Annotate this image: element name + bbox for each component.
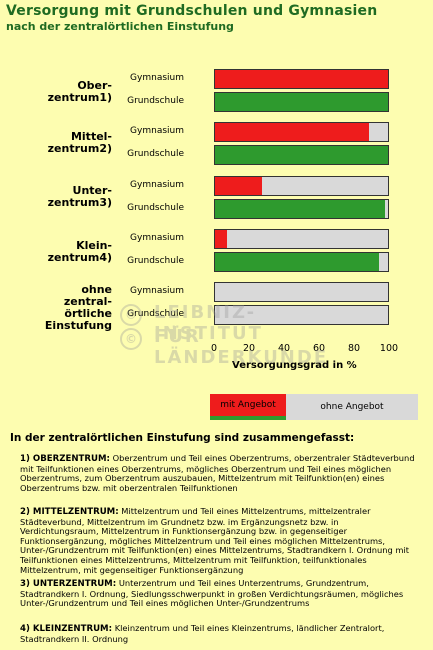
bar-grundschule [214,145,389,165]
bar-grundschule [214,305,389,325]
legend-item-ohne-angebot: ohne Angebot [286,394,418,420]
definition-unterzentrum: 3) UNTERZENTRUM: Unterzentrum und Teil e… [20,578,418,609]
definition-text: Kleinzentrum und Teil eines Kleinzentrum… [20,623,385,644]
chart-subtitle: nach der zentralörtlichen Einstufung [6,20,234,33]
bar-fill-mit-angebot [215,200,385,218]
bar-label-gymnasium: Gymnasium [130,286,184,296]
group-label-line: Unter- [72,184,112,197]
bar-label-grundschule: Grundschule [127,203,184,213]
x-tick-label: 40 [277,343,291,354]
group-label-line: zentrum [47,91,100,104]
group-label-kleinzentrum: Klein- zentrum4) [0,240,112,264]
group-label-mittelzentrum: Mittel- zentrum2) [0,131,112,155]
bar-fill-mit-angebot [215,93,388,111]
group-label-ohne-einstufung: ohne zentral- örtliche Einstufung [0,284,112,332]
definition-text: Mittelzentrum und Teil eines Mittelzentr… [20,506,410,575]
bar-fill-mit-angebot [215,253,380,271]
definition-text: Oberzentrum und Teil eines Oberzentrums,… [20,453,415,493]
bar-gymnasium [214,69,389,89]
bar-label-gymnasium: Gymnasium [130,73,184,83]
bar-gymnasium [214,176,389,196]
bar-label-grundschule: Grundschule [127,96,184,106]
legend-item-mit-angebot: mit Angebot [210,394,286,420]
group-label-line: zentrum [47,196,100,209]
footnote-ref: 3) [99,196,112,209]
definition-head: 2) MITTELZENTRUM: [20,507,119,517]
definition-head: 4) KLEINZENTRUM: [20,624,113,634]
bar-fill-mit-angebot [215,146,388,164]
bar-label-gymnasium: Gymnasium [130,126,184,136]
chart-title: Versorgung mit Grundschulen und Gymnasie… [6,3,378,19]
copyright-icon: © [120,328,142,350]
group-label-line: ohne [81,283,112,296]
bar-fill-mit-angebot [215,230,228,248]
bar-grundschule [214,199,389,219]
definition-mittelzentrum: 2) MITTELZENTRUM: Mittelzentrum und Teil… [20,506,418,575]
group-label-line: zentral- [63,295,112,308]
footnote-ref: 2) [99,142,112,155]
definition-text: Unterzentrum und Teil eines Unterzentrum… [20,578,404,609]
group-label-line: Mittel- [70,130,112,143]
x-tick-label: 0 [210,343,218,354]
bar-label-grundschule: Grundschule [127,309,184,319]
bar-fill-mit-angebot [215,70,388,88]
bar-gymnasium [214,282,389,302]
group-label-line: zentrum [47,142,100,155]
bar-label-grundschule: Grundschule [127,149,184,159]
x-tick-label: 60 [312,343,326,354]
footnote-ref: 4) [99,251,112,264]
x-axis-title: Versorgungsgrad in % [232,360,357,371]
x-tick-label: 80 [347,343,361,354]
bar-grundschule [214,252,389,272]
bar-gymnasium [214,122,389,142]
definition-oberzentrum: 1) OBERZENTRUM: Oberzentrum und Teil ein… [20,453,418,493]
footnote-ref: 1) [99,91,112,104]
x-tick-label: 20 [242,343,256,354]
bar-fill-mit-angebot [215,123,369,141]
bar-grundschule [214,92,389,112]
legend: mit Angebot ohne Angebot [210,394,418,420]
bar-gymnasium [214,229,389,249]
definition-head: 1) OBERZENTRUM: [20,454,110,464]
bar-label-grundschule: Grundschule [127,256,184,266]
group-label-line: örtliche [64,307,112,320]
bar-label-gymnasium: Gymnasium [130,233,184,243]
group-label-oberzentrum: Ober- zentrum1) [0,80,112,104]
bar-label-gymnasium: Gymnasium [130,180,184,190]
definitions-title: In der zentralörtlichen Einstufung sind … [10,432,355,444]
group-label-unterzentrum: Unter- zentrum3) [0,185,112,209]
definition-head: 3) UNTERZENTRUM: [20,579,117,589]
x-tick-label: 100 [379,343,399,354]
group-label-line: Klein- [76,239,112,252]
bar-fill-mit-angebot [215,177,262,195]
group-label-line: zentrum [47,251,100,264]
definition-kleinzentrum: 4) KLEINZENTRUM: Kleinzentrum und Teil e… [20,623,418,644]
group-label-line: Einstufung [44,319,112,332]
group-label-line: Ober- [77,79,112,92]
